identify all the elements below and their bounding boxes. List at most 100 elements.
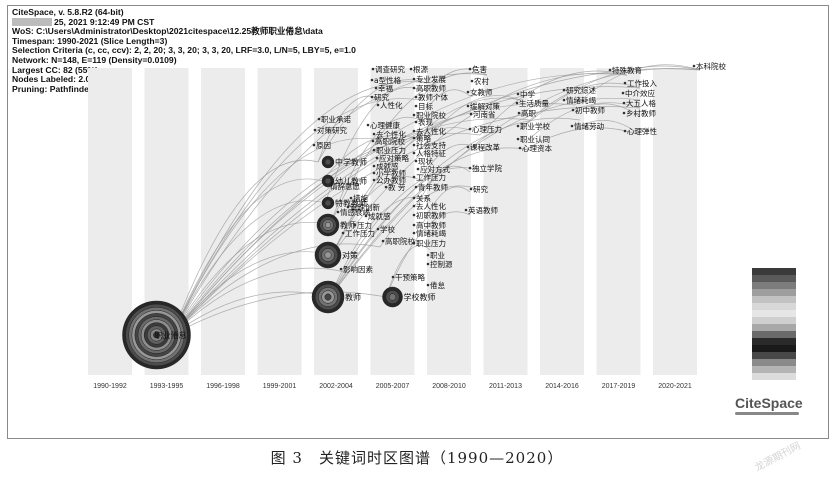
keyword-dot: [412, 77, 416, 81]
header-line-4: Selection Criteria (c, cc, ccv): 2, 2, 2…: [12, 45, 356, 56]
keyword-label: 根源: [413, 64, 428, 74]
keyword-dot: [370, 78, 374, 82]
timezone-label: 2020-2021: [658, 383, 692, 390]
edge-curve: [385, 211, 471, 298]
keyword-dot: [341, 231, 345, 235]
keyword-dot: [372, 148, 376, 152]
keyword-label: 压力: [357, 220, 372, 230]
keyword-label: 生活质量: [519, 98, 549, 108]
keyword-label: 心理健康: [370, 120, 400, 130]
citespace-logo: CiteSpace: [735, 395, 803, 415]
keyword-label: 干预策略: [395, 272, 425, 282]
node-ring: [324, 199, 332, 207]
edge-curve: [331, 72, 628, 256]
keyword-dot: [412, 143, 416, 147]
keyword-label: 研究综述: [566, 85, 596, 95]
timezone-column: [201, 68, 245, 375]
edge-curve: [519, 82, 641, 131]
keyword-dot: [376, 227, 380, 231]
keyword-label: 控制源: [430, 259, 453, 269]
legend-swatch: [752, 275, 796, 282]
edge-curve: [574, 103, 641, 118]
legend-swatch: [752, 366, 796, 373]
keyword-label: 教师个体: [418, 92, 448, 102]
keyword-label: 人性化: [380, 100, 403, 110]
keyword-label: 本科院校: [696, 61, 726, 71]
node-label: 学校教师: [404, 292, 436, 302]
keyword-label: 倦怠: [430, 280, 445, 290]
figure-caption: 图 3 关键词时区图谱（1990—2020）: [270, 449, 564, 467]
keyword-dot: [412, 175, 416, 179]
keyword-label: 女教师: [470, 87, 493, 97]
keyword-dot: [416, 167, 420, 171]
keyword-dot: [339, 267, 343, 271]
edge-curve: [329, 97, 641, 298]
edge-curve: [324, 87, 421, 204]
keyword-dot: [346, 205, 350, 209]
edge-curve: [171, 73, 488, 336]
keyword-label: 策略: [416, 133, 431, 143]
node-label: 对策: [342, 250, 358, 260]
timezone-label: 1996-1998: [206, 383, 240, 390]
keyword-dot: [468, 67, 472, 71]
legend-swatch: [752, 282, 796, 289]
edge-curve: [171, 86, 641, 336]
keyword-dot: [364, 214, 368, 218]
keyword-label: 中学: [520, 89, 535, 99]
keyword-dot: [412, 223, 416, 227]
keyword-dot: [623, 129, 627, 133]
keyword-label: 公办教师: [376, 175, 406, 185]
node-label: 教师: [345, 292, 361, 302]
keyword-label: 危害: [472, 64, 487, 74]
keyword-dot: [466, 145, 470, 149]
keyword-label: 初中教师: [575, 105, 605, 115]
keyword-dot: [469, 187, 473, 191]
keyword-dot: [412, 136, 416, 140]
keyword-label: 目标: [418, 101, 433, 111]
edge-curve: [331, 97, 521, 256]
node-label: 职业倦怠: [155, 330, 187, 340]
keyword-dot: [562, 98, 566, 102]
edge-curve: [329, 68, 701, 298]
legend-swatch: [752, 359, 796, 366]
keyword-dot: [372, 132, 376, 136]
keyword-dot: [371, 139, 375, 143]
keyword-dot: [622, 111, 626, 115]
legend-swatch: [752, 373, 796, 380]
keyword-dot: [414, 185, 418, 189]
keyword-label: 职业认同: [520, 134, 550, 144]
keyword-label: 成就感: [368, 211, 391, 221]
legend-swatch: [752, 345, 796, 352]
keyword-dot: [366, 123, 370, 127]
keyword-label: 现状: [418, 156, 433, 166]
keyword-dot: [414, 95, 418, 99]
keyword-dot: [313, 128, 317, 132]
header-line-3: Timespan: 1990-2021 (Slice Length=3): [12, 35, 168, 46]
node-label: 中学教师: [335, 157, 367, 167]
legend-swatch: [752, 310, 796, 317]
edge-curve: [171, 243, 381, 336]
keyword-dot: [412, 213, 416, 217]
edge-curve: [171, 178, 323, 336]
header-line-8: Pruning: Pathfinder: [12, 83, 93, 94]
edge-curve: [479, 70, 628, 136]
timezone-column: [257, 68, 302, 375]
keyword-dot: [349, 196, 353, 200]
timezone-label: 2017-2019: [602, 383, 636, 390]
keyword-dot: [384, 185, 388, 189]
keyword-dot: [391, 275, 395, 279]
keyword-label: 专业发展: [416, 74, 446, 84]
keyword-label: 河南省: [473, 109, 496, 119]
keyword-label: 心理弹性: [627, 126, 657, 136]
edge-curve: [419, 143, 481, 181]
legend-swatch: [752, 317, 796, 324]
keyword-dot: [412, 204, 416, 208]
keyword-label: 工作压力: [345, 228, 375, 238]
keyword-label: 管理创新: [350, 202, 380, 212]
keyword-label: 职业承诺: [321, 114, 351, 124]
edge-curve: [574, 119, 641, 136]
keyword-label: 小学教师: [376, 168, 406, 178]
keyword-dot: [336, 210, 340, 214]
timezone-label: 2002-2004: [319, 383, 353, 390]
keyword-dot: [470, 79, 474, 83]
